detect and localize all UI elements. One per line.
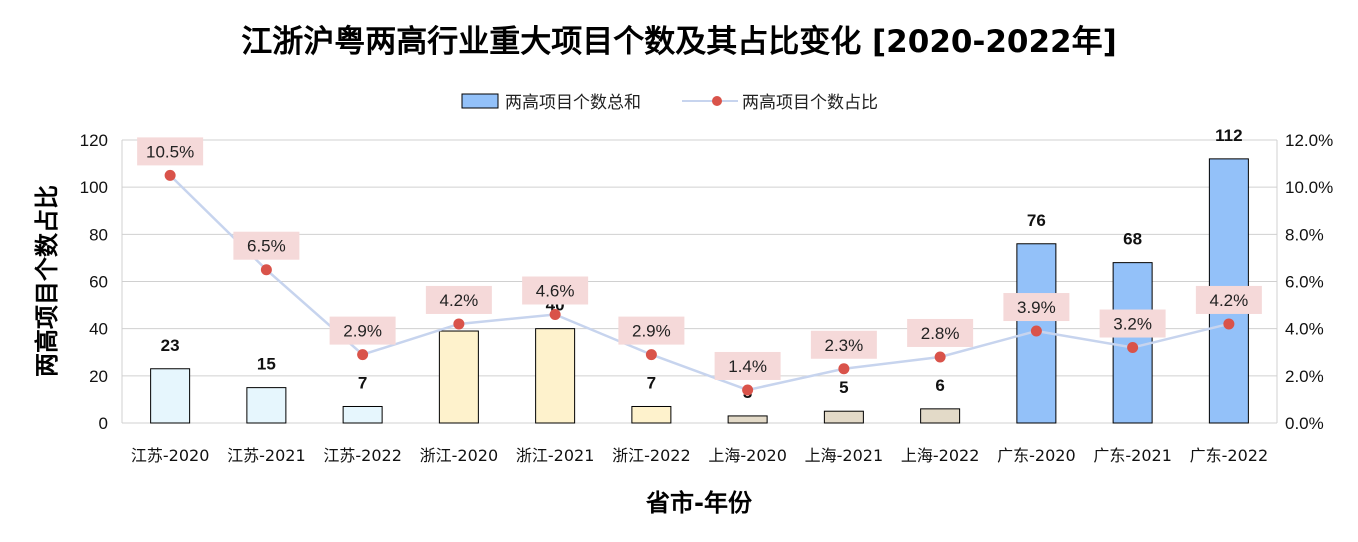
line-point xyxy=(645,349,657,361)
y2-tick-label: 10.0% xyxy=(1285,178,1333,197)
percent-label: 2.9% xyxy=(343,322,382,341)
bar-value-label: 112 xyxy=(1215,126,1242,145)
y-axis-right: 0.0% 2.0% 4.0% 6.0% 8.0% 10.0% 12.0% xyxy=(1285,131,1333,433)
bar-value-label: 23 xyxy=(161,336,180,355)
bar xyxy=(920,408,961,424)
bar xyxy=(535,328,576,424)
y2-tick-label: 6.0% xyxy=(1285,273,1324,292)
bar xyxy=(438,330,479,424)
legend-line-marker xyxy=(712,96,722,106)
line-point xyxy=(164,169,176,181)
percent-label: 3.9% xyxy=(1017,298,1056,317)
percent-label-bg xyxy=(137,137,204,166)
y-tick-label: 120 xyxy=(80,131,108,150)
y-tick-label: 40 xyxy=(89,320,108,339)
legend-bar-swatch xyxy=(461,93,499,109)
percent-label-bg xyxy=(522,276,589,305)
x-axis-title: 省市-年份 xyxy=(645,489,753,517)
line-point xyxy=(453,318,465,330)
y2-tick-label: 12.0% xyxy=(1285,131,1333,150)
percent-label-bg xyxy=(907,318,974,347)
percent-label-bg xyxy=(425,285,492,314)
line-point xyxy=(742,384,754,396)
percent-label: 2.9% xyxy=(632,322,671,341)
y2-tick-label: 8.0% xyxy=(1285,225,1324,244)
percent-label: 10.5% xyxy=(146,142,194,161)
x-tick-label: 广东-2021 xyxy=(1093,446,1172,465)
percent-label-bg xyxy=(1195,285,1262,314)
percent-label-bg xyxy=(714,351,781,380)
legend-line-label: 两高项目个数占比 xyxy=(742,93,878,113)
line-point xyxy=(934,351,946,363)
percent-labels: 10.5% 6.5% 2.9% 4.2% 4.6% 2.9% 1.4% 2.3% 2.8% 3.9… xyxy=(137,137,1262,380)
bar-series xyxy=(150,158,1249,424)
line-point xyxy=(1223,318,1235,330)
x-tick-label: 上海-2021 xyxy=(805,446,884,465)
line-point xyxy=(1127,342,1139,354)
percent-label-bg xyxy=(329,316,396,345)
x-tick-label: 广东-2020 xyxy=(997,446,1076,465)
percent-label: 3.2% xyxy=(1113,315,1152,334)
y-tick-label: 0 xyxy=(99,414,108,433)
x-tick-label: 上海-2022 xyxy=(901,446,980,465)
x-tick-label: 浙江-2022 xyxy=(612,446,691,465)
bar-value-label: 6 xyxy=(935,376,944,395)
percent-label: 2.8% xyxy=(921,324,960,343)
percent-label: 6.5% xyxy=(247,237,286,256)
line-point xyxy=(357,349,369,361)
x-tick-label: 浙江-2021 xyxy=(516,446,595,465)
line-point xyxy=(260,264,272,276)
percent-label: 1.4% xyxy=(728,357,767,376)
bar xyxy=(246,387,287,424)
bar-value-label: 68 xyxy=(1123,230,1142,249)
chart-title: 江浙沪粤两高行业重大项目个数及其占比变化 [2020-2022年] xyxy=(241,24,1117,60)
bar xyxy=(631,405,672,424)
bar-value-label: 15 xyxy=(257,355,276,374)
y-tick-label: 60 xyxy=(89,273,108,292)
bar-value-label: 7 xyxy=(647,373,656,392)
y2-tick-label: 4.0% xyxy=(1285,320,1324,339)
percent-label-bg xyxy=(618,316,685,345)
legend-bar-label: 两高项目个数总和 xyxy=(505,93,641,113)
y2-tick-label: 0.0% xyxy=(1285,414,1324,433)
bar-value-label: 76 xyxy=(1027,211,1046,230)
x-tick-label: 广东-2022 xyxy=(1190,446,1269,465)
line-point xyxy=(1030,325,1042,337)
y-tick-label: 20 xyxy=(89,367,108,386)
bar-value-label: 7 xyxy=(358,373,367,392)
line-series xyxy=(164,169,1235,396)
bar xyxy=(823,410,864,424)
x-tick-label: 江苏-2022 xyxy=(323,446,402,465)
x-tick-label: 江苏-2021 xyxy=(227,446,306,465)
percent-label-bg xyxy=(810,330,877,359)
line-path xyxy=(169,174,1230,392)
bar-value-label: 5 xyxy=(839,378,848,397)
line-point xyxy=(549,309,561,321)
bar xyxy=(150,368,191,424)
bar xyxy=(727,415,768,424)
percent-label-bg xyxy=(233,231,300,260)
legend: 两高项目个数总和 两高项目个数占比 xyxy=(461,93,878,113)
percent-label-bg xyxy=(1003,293,1070,322)
percent-label: 2.3% xyxy=(825,336,864,355)
x-axis: 江苏-2020 江苏-2021 江苏-2022 浙江-2020 浙江-2021 浙江-20… xyxy=(131,446,1268,465)
line-point xyxy=(838,363,850,375)
x-tick-label: 江苏-2020 xyxy=(131,446,210,465)
y-tick-label: 100 xyxy=(80,178,108,197)
percent-label: 4.2% xyxy=(1210,291,1249,310)
percent-label: 4.2% xyxy=(440,291,479,310)
y-axis-title: 两高项目个数占比 xyxy=(33,185,61,377)
y-tick-label: 80 xyxy=(89,225,108,244)
gridlines xyxy=(121,139,1278,424)
percent-label-bg xyxy=(1099,309,1166,338)
x-tick-label: 浙江-2020 xyxy=(420,446,499,465)
bar-labels: 23157394073567668112 xyxy=(161,126,1243,402)
y-axis-left: 0 20 40 60 80 100 120 xyxy=(80,131,108,433)
x-tick-label: 上海-2020 xyxy=(708,446,787,465)
percent-label: 4.6% xyxy=(536,282,575,301)
bar xyxy=(342,405,383,424)
y2-tick-label: 2.0% xyxy=(1285,367,1324,386)
